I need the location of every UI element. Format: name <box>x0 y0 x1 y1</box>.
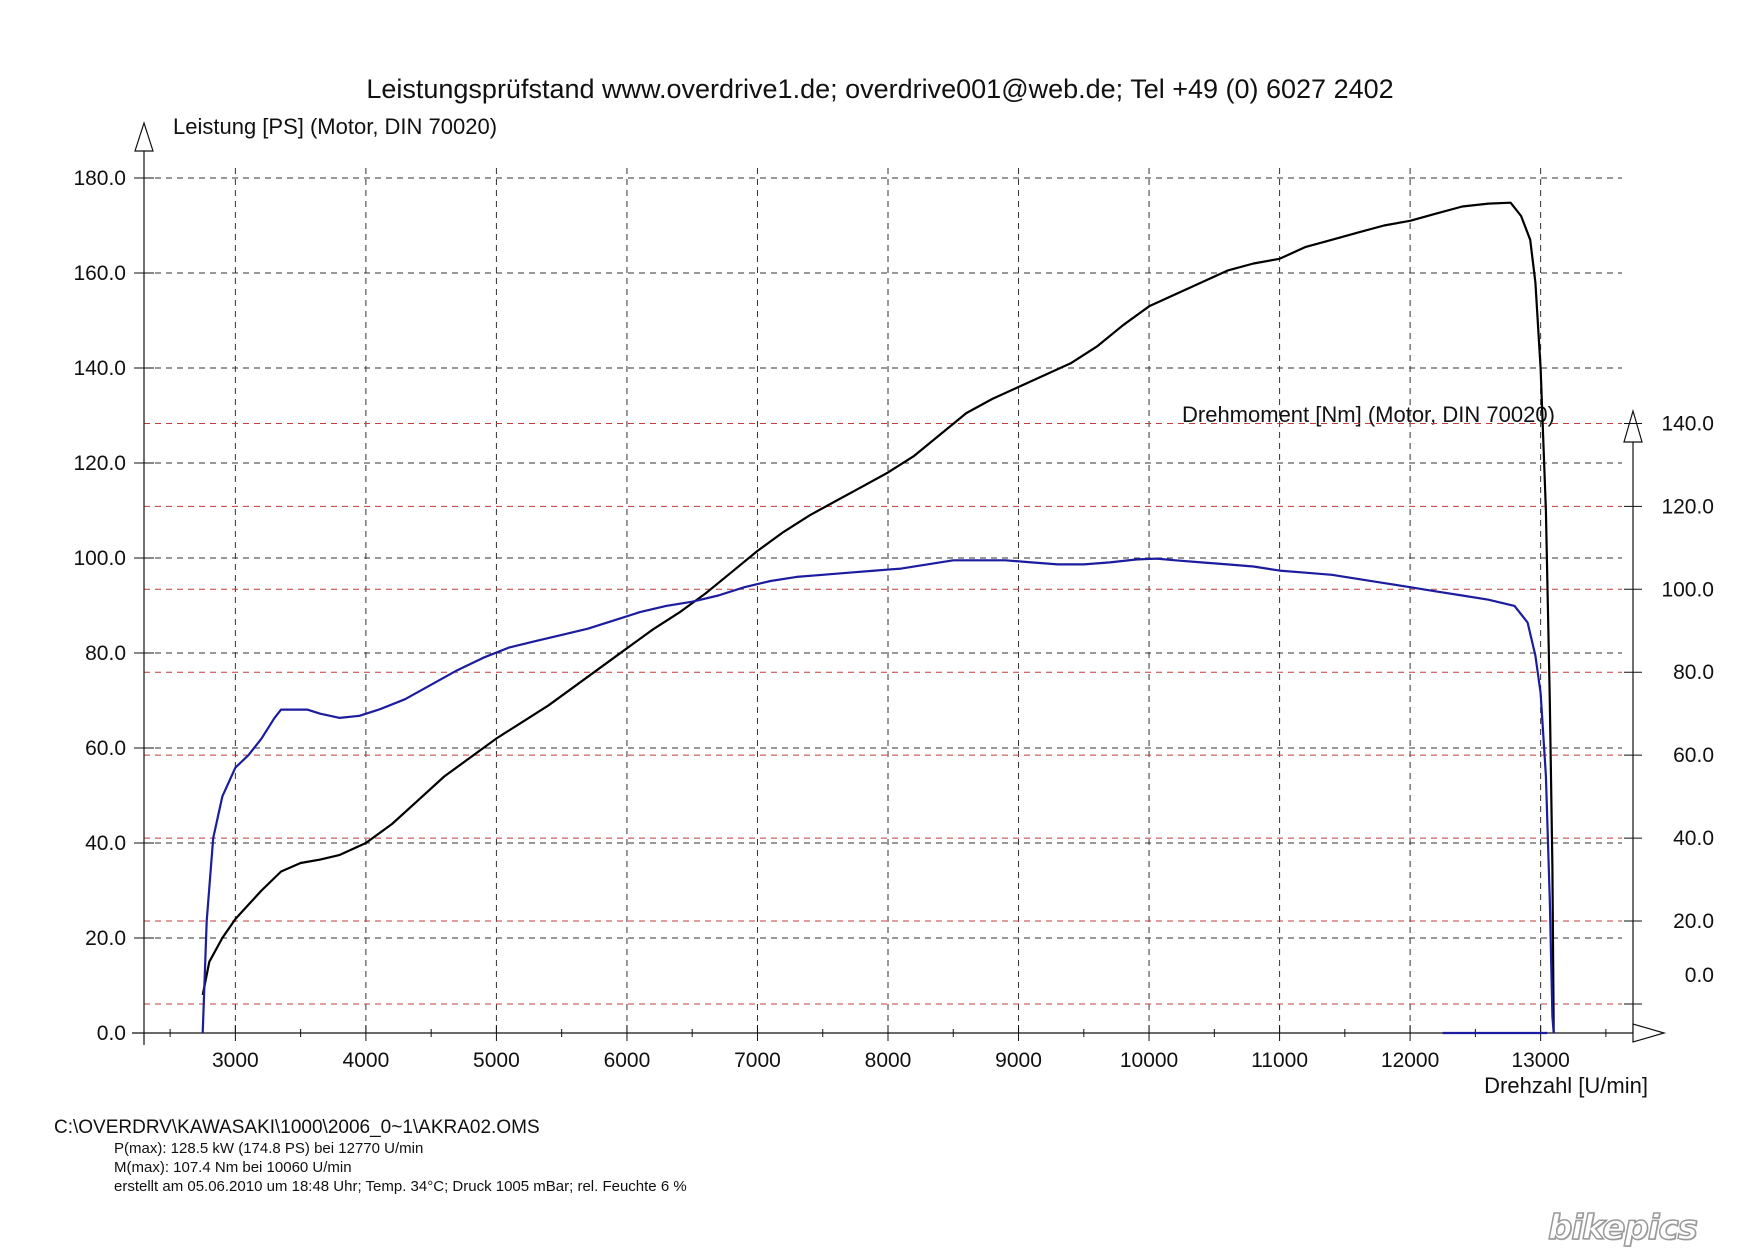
x-tick-label: 3000 <box>212 1049 259 1072</box>
pmax-text: P(max): 128.5 kW (174.8 PS) bei 12770 U/… <box>114 1140 424 1157</box>
y-tick-label: 80.0 <box>85 642 126 665</box>
y2-tick-label: 100.0 <box>1661 578 1714 601</box>
y-tick-label: 140.0 <box>73 357 126 380</box>
x-axis-label: Drehzahl [U/min] <box>1484 1073 1648 1098</box>
y-axis-arrow <box>134 121 154 152</box>
y-tick-label: 160.0 <box>73 262 126 285</box>
y2-tick-label: 80.0 <box>1673 661 1714 684</box>
chart-title: Leistungsprüfstand www.overdrive1.de; ov… <box>366 74 1393 104</box>
y2-tick-label: 140.0 <box>1661 412 1714 435</box>
y-tick-label: 60.0 <box>85 737 126 760</box>
x-tick-label: 13000 <box>1511 1049 1569 1072</box>
y2-tick-label: 60.0 <box>1673 744 1714 767</box>
x-tick-label: 10000 <box>1120 1049 1178 1072</box>
mmax-text: M(max): 107.4 Nm bei 10060 U/min <box>114 1159 352 1176</box>
x-tick-label: 9000 <box>995 1049 1042 1072</box>
x-axis-arrow <box>1632 1023 1667 1043</box>
tick-labels: 0.0 20.0 40.0 60.0 80.0 100.0 120.0 140.0 160.0 1… <box>73 167 1714 1072</box>
y-axis-label: Leistung [PS] (Motor, DIN 70020) <box>173 114 497 139</box>
file-path: C:\OVERDRV\KAWASAKI\1000\2006_0~1\AKRA02… <box>54 1117 540 1138</box>
y2-axis-label: Drehmoment [Nm] (Motor, DIN 70020) <box>1182 402 1555 427</box>
y2-tick-label: 0.0 <box>1685 964 1714 987</box>
series-line-drehmoment <box>201 557 1555 1034</box>
series-lines <box>201 201 1555 1035</box>
bikepics-logo: bikepics <box>1547 1207 1698 1248</box>
axes <box>132 121 1667 1045</box>
y2-axis-arrow <box>1623 408 1643 443</box>
x-tick-label: 4000 <box>343 1049 390 1072</box>
y-tick-label: 180.0 <box>73 167 126 190</box>
y-tick-label: 0.0 <box>97 1022 126 1045</box>
grid <box>144 168 1622 1033</box>
x-tick-label: 7000 <box>734 1049 781 1072</box>
y-tick-label: 120.0 <box>73 452 126 475</box>
x-tick-label: 12000 <box>1381 1049 1439 1072</box>
y2-tick-label: 40.0 <box>1673 827 1714 850</box>
x-tick-label: 6000 <box>604 1049 651 1072</box>
x-tick-label: 5000 <box>473 1049 520 1072</box>
y-tick-label: 100.0 <box>73 547 126 570</box>
footer-info: C:\OVERDRV\KAWASAKI\1000\2006_0~1\AKRA02… <box>54 1117 687 1196</box>
y2-tick-label: 20.0 <box>1673 910 1714 933</box>
y-tick-label: 40.0 <box>85 832 126 855</box>
x-tick-label: 8000 <box>865 1049 912 1072</box>
x-tick-label: 11000 <box>1251 1049 1308 1072</box>
y2-tick-label: 120.0 <box>1661 495 1714 518</box>
created-text: erstellt am 05.06.2010 um 18:48 Uhr; Tem… <box>114 1178 687 1195</box>
series-line-leistung <box>201 201 1555 1034</box>
y-tick-label: 20.0 <box>85 927 126 950</box>
